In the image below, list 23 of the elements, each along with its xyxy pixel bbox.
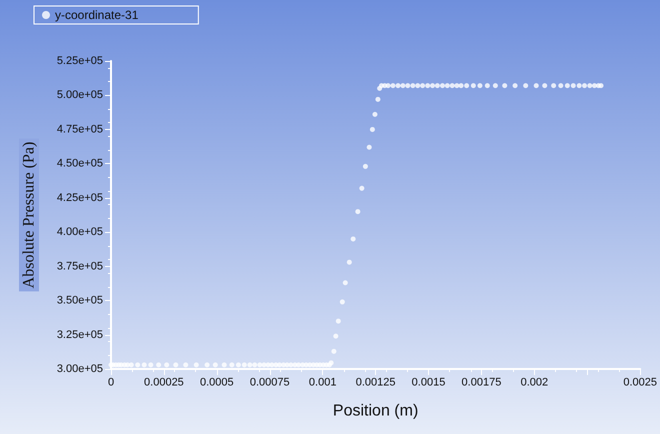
x-axis-title: Position (m) [332, 402, 418, 420]
x-tick-label: 0.00175 [462, 376, 502, 388]
y-tick-label: 5.00e+05 [56, 89, 103, 102]
x-tick-label: 0.00025 [144, 376, 184, 388]
x-tick-label: 0 [108, 376, 114, 388]
y-tick-label: 4.50e+05 [56, 158, 103, 170]
y-tick-label: 3.50e+05 [56, 294, 103, 307]
x-tick-label: 0.001 [308, 376, 336, 388]
x-tick-label: 0.0025 [623, 376, 658, 388]
x-tick-label: 0.00075 [250, 376, 290, 388]
x-tick-label: 0.002 [520, 376, 548, 388]
y-tick-label: 4.00e+05 [56, 226, 103, 238]
y-tick-label: 3.25e+05 [56, 328, 103, 341]
x-tick-label: 0.0015 [412, 376, 446, 388]
y-tick-label: 5.25e+05 [56, 55, 103, 67]
legend-label: y-coordinate-31 [55, 8, 139, 22]
y-tick-label: 3.00e+05 [56, 363, 103, 375]
y-tick-label: 4.75e+05 [56, 123, 103, 136]
y-tick-label: 3.75e+05 [56, 260, 103, 272]
x-tick-label: 0.0005 [200, 376, 234, 388]
y-tick-label: 4.25e+05 [56, 192, 103, 204]
y-axis-title: Absolute Pressure (Pa) [20, 142, 38, 288]
x-tick-label: 0.00125 [356, 376, 396, 388]
